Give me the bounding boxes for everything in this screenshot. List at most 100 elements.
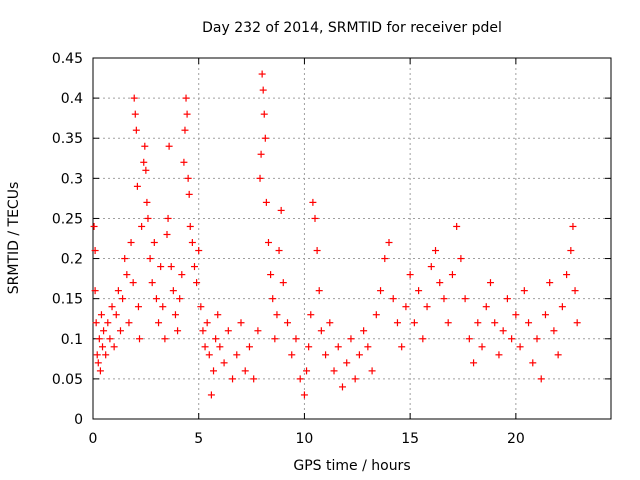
data-point bbox=[305, 343, 313, 351]
data-point bbox=[311, 214, 319, 222]
data-point bbox=[389, 295, 397, 303]
data-point bbox=[377, 287, 385, 295]
data-point bbox=[563, 271, 571, 279]
data-point bbox=[516, 343, 524, 351]
data-point bbox=[520, 287, 528, 295]
data-point bbox=[470, 359, 478, 367]
x-tick-label: 20 bbox=[507, 431, 525, 447]
data-point bbox=[193, 279, 201, 287]
data-point bbox=[569, 222, 577, 230]
data-point bbox=[155, 319, 163, 327]
data-point bbox=[453, 222, 461, 230]
axis-ticks bbox=[92, 57, 611, 420]
data-point bbox=[133, 182, 141, 190]
data-point bbox=[114, 287, 122, 295]
data-point bbox=[277, 206, 285, 214]
data-point bbox=[491, 319, 499, 327]
data-point bbox=[131, 110, 139, 118]
data-point bbox=[343, 359, 351, 367]
data-point bbox=[254, 327, 262, 335]
data-point bbox=[159, 303, 167, 311]
data-point bbox=[550, 327, 558, 335]
data-point bbox=[176, 295, 184, 303]
data-point bbox=[355, 351, 363, 359]
y-tick-label: 0.2 bbox=[61, 252, 83, 268]
data-point bbox=[116, 327, 124, 335]
data-point bbox=[322, 351, 330, 359]
data-point bbox=[136, 335, 144, 343]
data-point bbox=[279, 279, 287, 287]
data-point bbox=[508, 335, 516, 343]
data-point bbox=[112, 311, 120, 319]
y-axis-label: SRMTID / TECUs bbox=[6, 182, 22, 295]
data-point bbox=[119, 295, 127, 303]
data-point bbox=[108, 303, 116, 311]
data-point bbox=[267, 271, 275, 279]
data-point bbox=[169, 287, 177, 295]
data-point bbox=[259, 86, 267, 94]
data-point bbox=[95, 335, 103, 343]
data-point bbox=[326, 319, 334, 327]
data-point bbox=[224, 327, 232, 335]
data-point bbox=[182, 94, 190, 102]
data-point bbox=[237, 319, 245, 327]
data-point bbox=[368, 367, 376, 375]
grid-lines bbox=[93, 58, 611, 419]
data-point bbox=[347, 335, 355, 343]
data-point bbox=[214, 311, 222, 319]
data-point bbox=[180, 158, 188, 166]
data-point bbox=[92, 319, 100, 327]
data-point bbox=[486, 279, 494, 287]
data-point bbox=[181, 126, 189, 134]
data-point bbox=[261, 134, 269, 142]
data-point bbox=[212, 335, 220, 343]
data-point bbox=[201, 343, 209, 351]
data-point bbox=[503, 295, 511, 303]
data-point bbox=[229, 375, 237, 383]
data-point bbox=[102, 351, 110, 359]
data-point bbox=[292, 335, 300, 343]
data-point bbox=[573, 319, 581, 327]
data-point bbox=[220, 359, 228, 367]
data-point bbox=[402, 303, 410, 311]
data-point bbox=[309, 198, 317, 206]
data-point bbox=[144, 214, 152, 222]
data-point bbox=[257, 150, 265, 158]
data-point bbox=[546, 279, 554, 287]
data-point bbox=[419, 335, 427, 343]
data-point bbox=[385, 239, 393, 247]
data-point bbox=[436, 279, 444, 287]
data-point bbox=[184, 174, 192, 182]
data-point bbox=[271, 335, 279, 343]
y-tick-label: 0.3 bbox=[61, 171, 83, 187]
data-point bbox=[334, 343, 342, 351]
chart-title: Day 232 of 2014, SRMTID for receiver pde… bbox=[202, 20, 502, 36]
data-point bbox=[338, 383, 346, 391]
data-point bbox=[482, 303, 490, 311]
y-tick-label: 0.25 bbox=[52, 211, 83, 227]
data-point bbox=[533, 335, 541, 343]
data-point bbox=[127, 239, 135, 247]
data-point bbox=[457, 255, 465, 263]
data-point bbox=[284, 319, 292, 327]
x-tick-label: 15 bbox=[401, 431, 419, 447]
data-point bbox=[167, 263, 175, 271]
data-point bbox=[134, 303, 142, 311]
data-point bbox=[495, 351, 503, 359]
data-point bbox=[330, 367, 338, 375]
data-point bbox=[567, 247, 575, 255]
data-point bbox=[142, 166, 150, 174]
data-point bbox=[110, 343, 118, 351]
data-point bbox=[465, 335, 473, 343]
data-point bbox=[296, 375, 304, 383]
data-point bbox=[100, 327, 108, 335]
data-point bbox=[129, 279, 137, 287]
data-point bbox=[164, 214, 172, 222]
data-point bbox=[188, 239, 196, 247]
data-points bbox=[90, 70, 581, 399]
data-point bbox=[205, 351, 213, 359]
data-point bbox=[307, 311, 315, 319]
data-point bbox=[186, 222, 194, 230]
data-point bbox=[241, 367, 249, 375]
